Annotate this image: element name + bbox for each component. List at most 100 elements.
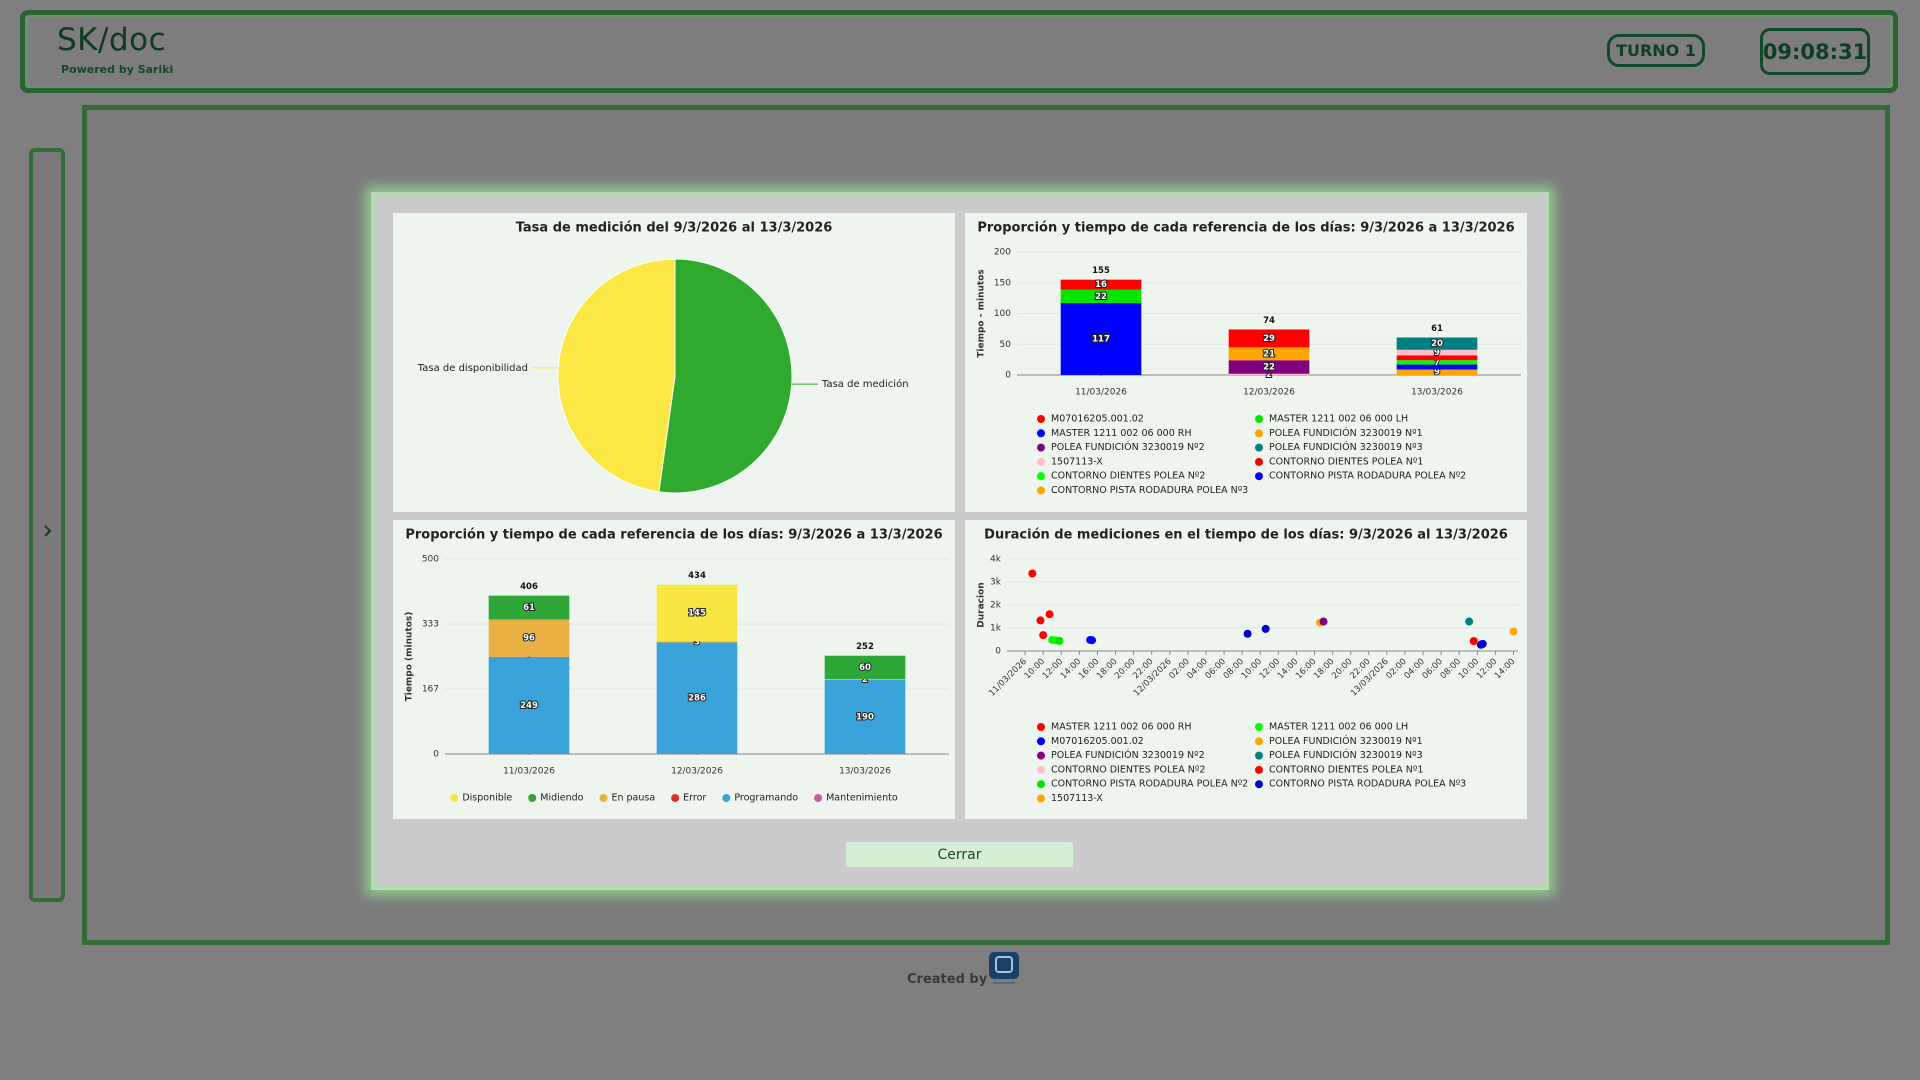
- legend-label: MASTER 1211 002 06 000 RH: [1051, 722, 1192, 733]
- slice-label: Tasa de disponibilidad: [417, 363, 528, 374]
- scatter-point: [1465, 617, 1474, 626]
- bar-segment: [1228, 360, 1310, 374]
- y-tick-label: 200: [994, 248, 1011, 258]
- bar-segment: [656, 642, 738, 754]
- legend-marker: [722, 794, 731, 802]
- bar-segment: [488, 595, 570, 620]
- y-tick-label: 150: [994, 278, 1011, 288]
- scatter-point: [1243, 629, 1252, 638]
- sidebar-toggle[interactable]: [33, 152, 61, 898]
- x-tick-label: 13/03/2026: [839, 767, 891, 777]
- scatter-point: [1036, 616, 1045, 625]
- legend-label: MASTER 1211 002 06 000 LH: [1269, 722, 1408, 733]
- bar-segment: [1228, 347, 1310, 361]
- x-tick-label: 11/03/2026: [1075, 388, 1127, 398]
- legend-label: CONTORNO DIENTES POLEA Nº2: [1051, 764, 1205, 775]
- data-label: 145: [688, 609, 706, 619]
- shift-button[interactable]: TURNO 1: [1607, 34, 1705, 67]
- legend-label: CONTORNO PISTA RODADURA POLEA Nº2: [1051, 779, 1248, 790]
- pie-slice: [658, 258, 793, 494]
- x-tick-label: 12/03/2026: [1243, 388, 1295, 398]
- legend-marker: [1255, 780, 1263, 789]
- sidebar: [29, 148, 65, 902]
- data-label: 9: [1434, 368, 1440, 378]
- legend-marker: [1037, 415, 1045, 423]
- data-label: 2: [1266, 370, 1272, 380]
- legend-marker: [1255, 751, 1263, 760]
- bar-segment: [1396, 364, 1478, 370]
- bar-segment: [1060, 279, 1142, 290]
- chart-card: Duración de mediciones en el tiempo de l…: [965, 520, 1527, 819]
- data-label: 286: [688, 694, 706, 704]
- scatter-point: [1509, 627, 1518, 636]
- legend-label: Mantenimiento: [826, 793, 898, 804]
- legend-label: Midiendo: [540, 793, 583, 804]
- legend-marker: [450, 794, 459, 802]
- close-button[interactable]: Cerrar: [846, 842, 1073, 867]
- total-label: 434: [688, 571, 706, 581]
- legend-marker: [671, 794, 680, 802]
- legend-marker: [1255, 765, 1263, 774]
- bar-segment: [1396, 369, 1478, 375]
- y-tick-label: 3k: [990, 578, 1002, 588]
- legend-label: MASTER 1211 002 06 000 LH: [1269, 414, 1408, 425]
- clock: 09:08:31: [1760, 28, 1870, 75]
- legend-label: POLEA FUNDICIÓN 3230019 Nº1: [1269, 735, 1423, 747]
- legend-marker: [599, 794, 608, 802]
- legend-label: Error: [683, 793, 706, 804]
- bar-segment: [488, 656, 570, 754]
- chevron-icon: [44, 525, 52, 537]
- legend-label: POLEA FUNDICIÓN 3230019 Nº2: [1051, 749, 1205, 761]
- legend-marker: [1255, 443, 1263, 452]
- data-label: 7: [1434, 358, 1440, 368]
- bar-segment: [824, 679, 906, 680]
- pie-slice: [557, 258, 676, 493]
- legend-marker: [1037, 765, 1045, 774]
- x-tick-label: 14:00: [1493, 657, 1517, 681]
- data-label: 117: [1092, 335, 1110, 345]
- legend-label: POLEA FUNDICIÓN 3230019 Nº3: [1269, 749, 1423, 761]
- x-tick-label: 12/03/2026: [671, 767, 723, 777]
- data-label: 3: [694, 637, 700, 647]
- total-label: 252: [856, 642, 874, 652]
- y-axis-title: Tiempo (minutos): [405, 612, 415, 702]
- bar-segment: [1396, 355, 1478, 361]
- legend-label: 1507113-X: [1051, 793, 1103, 804]
- bar-segment: [1396, 349, 1478, 356]
- y-tick-label: 50: [1000, 340, 1012, 350]
- bar-segment: [488, 619, 570, 657]
- legend-label: 1507113-X: [1051, 456, 1103, 467]
- data-label: 61: [523, 603, 535, 613]
- data-label: 21: [1263, 349, 1275, 359]
- legend-label: POLEA FUNDICIÓN 3230019 Nº1: [1269, 427, 1423, 439]
- data-label: 22: [1263, 363, 1275, 373]
- legend-label: CONTORNO PISTA RODADURA POLEA Nº2: [1269, 471, 1466, 482]
- scatter-point: [1039, 631, 1048, 640]
- bar-segment: [1396, 337, 1478, 350]
- slice-label: Tasa de medición: [821, 378, 909, 390]
- chart-title: Proporción y tiempo de cada referencia d…: [405, 528, 942, 543]
- data-label: 29: [1263, 334, 1275, 344]
- legend-marker: [1037, 794, 1045, 803]
- y-tick-label: 1k: [990, 624, 1002, 634]
- legend-label: CONTORNO DIENTES POLEA Nº1: [1269, 456, 1423, 467]
- legend-label: M07016205.001.02: [1051, 414, 1144, 425]
- data-label: 20: [1431, 339, 1443, 349]
- chart-title: Duración de mediciones en el tiempo de l…: [984, 528, 1508, 543]
- x-tick-label: 11/03/2026: [987, 657, 1029, 699]
- y-tick-label: 333: [422, 620, 439, 630]
- total-label: 155: [1092, 266, 1110, 276]
- legend-marker: [1255, 737, 1263, 746]
- creator-logo: [989, 952, 1019, 984]
- chart-card: Proporción y tiempo de cada referencia d…: [393, 520, 955, 819]
- bar-segment: [1060, 303, 1142, 375]
- header-bar: [20, 10, 1898, 93]
- total-label: 61: [1431, 324, 1443, 334]
- scatter-point: [1469, 637, 1478, 646]
- scatter-point: [1028, 569, 1037, 578]
- y-tick-label: 500: [422, 555, 439, 565]
- chart-title: Proporción y tiempo de cada referencia d…: [977, 221, 1514, 236]
- legend-label: POLEA FUNDICIÓN 3230019 Nº2: [1051, 441, 1205, 453]
- bar-segment: [656, 584, 738, 642]
